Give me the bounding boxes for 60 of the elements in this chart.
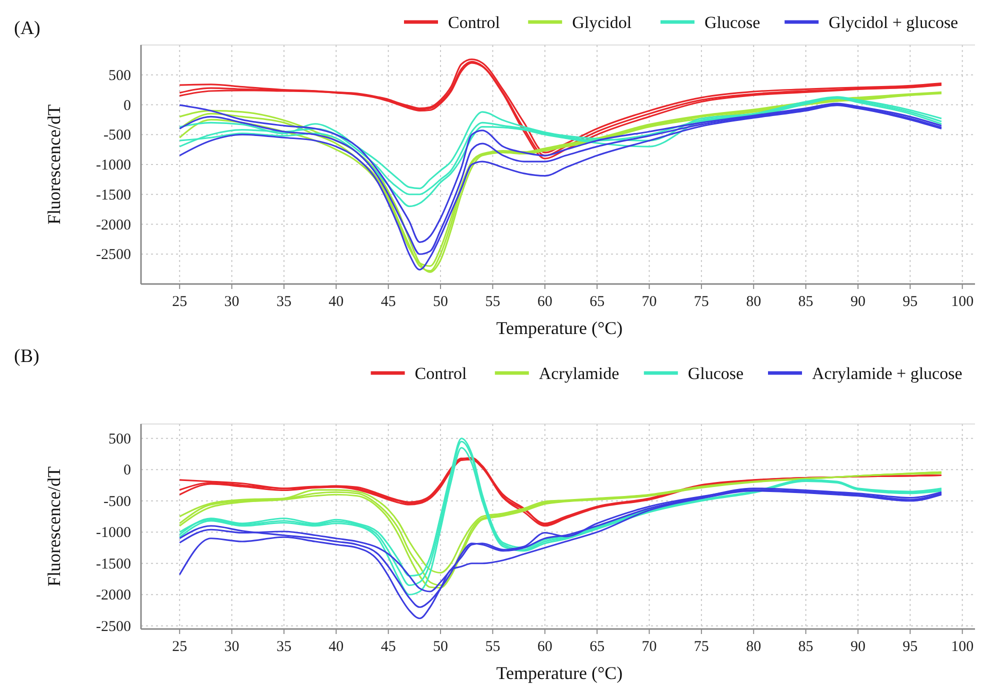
- x-tick-label: 30: [224, 294, 240, 310]
- x-tick-label: 85: [798, 639, 814, 655]
- y-tick-label: -1500: [96, 556, 131, 572]
- x-tick-label: 75: [694, 639, 709, 655]
- x-tick-label: 70: [642, 639, 657, 655]
- x-tick-label: 85: [798, 294, 814, 310]
- x-tick-label: 75: [694, 294, 709, 310]
- x-tick-label: 25: [172, 294, 188, 310]
- x-tick-label: 40: [328, 294, 344, 310]
- x-tick-label: 95: [902, 639, 918, 655]
- x-tick-label: 40: [328, 639, 344, 655]
- x-tick-label: 100: [951, 294, 974, 310]
- x-tick-label: 30: [224, 639, 240, 655]
- legend-label: Acrylamide + glucose: [812, 364, 962, 383]
- x-tick-label: 90: [850, 294, 866, 310]
- x-tick-label: 100: [951, 639, 974, 655]
- legend-label: Control: [448, 13, 500, 32]
- y-tick-label: -1500: [96, 187, 131, 204]
- y-tick-label: -2000: [96, 217, 131, 234]
- x-axis-title: Temperature (°C): [496, 318, 623, 338]
- y-axis-title: Fluorescence/dT: [44, 104, 64, 224]
- y-tick-label: 500: [108, 431, 131, 448]
- x-tick-label: 60: [537, 294, 552, 310]
- y-tick-label: 0: [124, 462, 131, 479]
- x-tick-label: 90: [850, 639, 866, 655]
- x-tick-label: 55: [485, 294, 500, 310]
- chart-title: (A): [14, 18, 40, 39]
- chart-title: (B): [14, 346, 40, 367]
- legend-label: Glucose: [704, 13, 760, 32]
- y-tick-label: -2000: [96, 588, 131, 604]
- y-tick-label: -1000: [96, 158, 131, 174]
- x-tick-label: 45: [380, 639, 396, 655]
- legend-label: Glucose: [688, 364, 744, 383]
- x-tick-label: 80: [746, 294, 762, 310]
- x-tick-label: 60: [537, 639, 552, 655]
- y-tick-label: 0: [124, 98, 131, 114]
- x-tick-label: 55: [485, 639, 500, 655]
- x-tick-label: 65: [590, 639, 605, 655]
- y-tick-label: 500: [108, 68, 131, 84]
- y-tick-label: -2500: [96, 618, 131, 635]
- x-tick-label: 45: [380, 294, 396, 310]
- x-tick-label: 35: [276, 639, 292, 655]
- x-axis-title: Temperature (°C): [496, 663, 623, 683]
- y-tick-label: -500: [104, 128, 131, 144]
- legend-label: Control: [414, 364, 468, 383]
- y-tick-label: -500: [104, 494, 131, 510]
- x-tick-label: 80: [746, 639, 762, 655]
- y-axis-title: Fluorescence/dT: [44, 466, 64, 586]
- legend-label: Glycidol + glucose: [828, 13, 958, 32]
- x-tick-label: 50: [433, 639, 448, 655]
- x-tick-label: 50: [433, 294, 448, 310]
- y-tick-label: -1000: [96, 525, 131, 542]
- x-tick-label: 35: [276, 294, 292, 310]
- y-tick-label: -2500: [96, 247, 131, 264]
- x-tick-label: 95: [902, 294, 918, 310]
- legend-label: Glycidol: [572, 13, 632, 32]
- x-tick-label: 65: [590, 294, 605, 310]
- legend-label: Acrylamide: [538, 364, 620, 383]
- x-tick-label: 25: [172, 639, 188, 655]
- x-tick-label: 70: [642, 294, 657, 310]
